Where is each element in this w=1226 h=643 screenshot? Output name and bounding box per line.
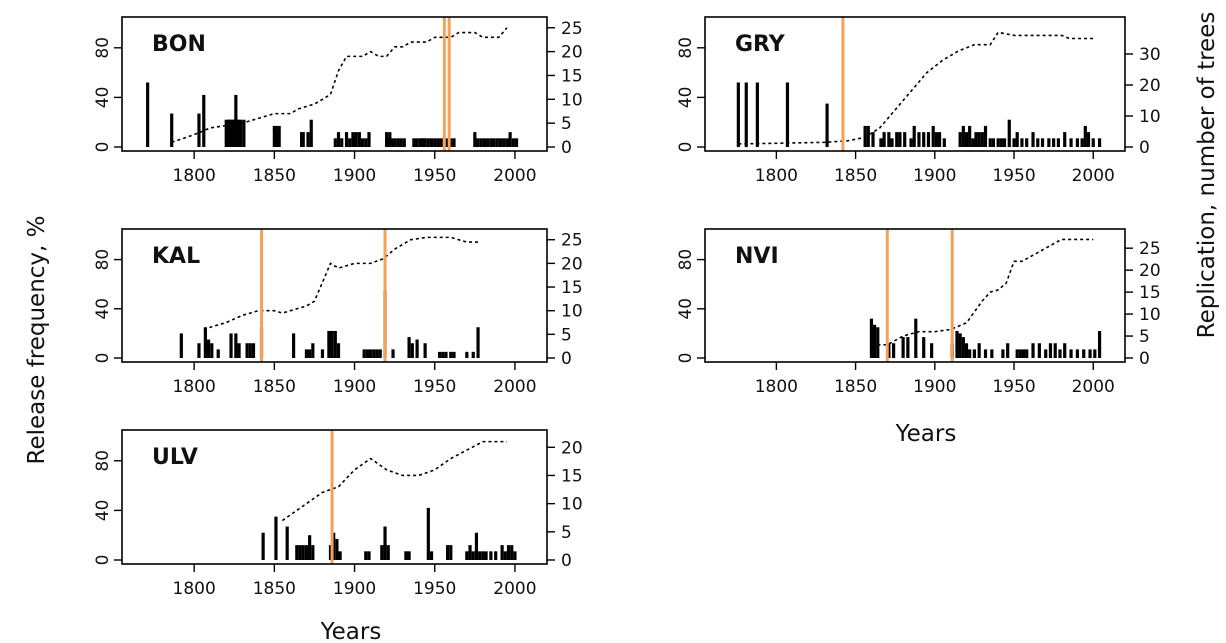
panel-gry: GRY 1800 1850 1900 1950 2000 0 40 80 0 10 20 30 — [676, 16, 1161, 186]
y-tick-label-right-ulv: 20 — [561, 438, 583, 458]
y-tick-label-left-ulv: 80 — [93, 450, 113, 472]
x-tick-label-ulv: 1850 — [253, 579, 296, 599]
x-tick-label-ulv: 1950 — [413, 579, 456, 599]
y-tick-label-right-bon: 0 — [561, 138, 572, 158]
y-tick-label-left-kal: 40 — [93, 298, 113, 320]
y-tick-label-right-bon: 25 — [561, 19, 583, 39]
replication-line-ulv — [281, 440, 507, 522]
y-tick-label-left-gry: 40 — [676, 87, 696, 109]
y-tick-label-right-kal: 25 — [561, 231, 583, 251]
y-tick-label-right-bon: 15 — [561, 66, 583, 86]
x-tick-label-ulv: 1800 — [173, 579, 216, 599]
y-tick-label-right-gry: 20 — [1139, 76, 1161, 96]
y-tick-label-left-bon: 0 — [93, 142, 113, 153]
x-tick-label-nvi: 1900 — [913, 377, 956, 397]
x-tick-label-bon: 2000 — [493, 166, 536, 186]
x-tick-label-gry: 1800 — [755, 166, 798, 186]
station-label-ulv: ULV — [152, 445, 198, 470]
y-tick-label-left-bon: 40 — [93, 87, 113, 109]
y-tick-label-right-kal: 5 — [561, 325, 572, 345]
plot-frame-ulv — [121, 429, 548, 565]
y-tick-label-left-nvi: 0 — [676, 353, 696, 364]
y-tick-label-right-kal: 20 — [561, 254, 583, 274]
replication-line-kal — [203, 236, 479, 331]
station-label-gry: GRY — [735, 32, 786, 57]
station-label-nvi: NVI — [735, 244, 779, 269]
y-tick-label-right-ulv: 10 — [561, 495, 583, 515]
x-tick-label-gry: 2000 — [1072, 166, 1115, 186]
plot-frame-gry — [704, 16, 1126, 152]
y-tick-label-left-ulv: 0 — [93, 555, 113, 566]
replication-line-bon — [171, 27, 508, 143]
y-tick-label-right-kal: 10 — [561, 302, 583, 322]
y-tick-label-right-bon: 5 — [561, 114, 572, 134]
x-tick-label-ulv: 2000 — [493, 579, 536, 599]
x-tick-label-kal: 1850 — [253, 377, 296, 397]
y-tick-label-right-bon: 20 — [561, 43, 583, 63]
y-tick-label-right-kal: 15 — [561, 278, 583, 298]
y-tick-label-right-nvi: 5 — [1139, 327, 1150, 347]
x-tick-label-bon: 1900 — [333, 166, 376, 186]
y-tick-label-right-gry: 0 — [1139, 138, 1150, 158]
plot-frame-kal — [121, 228, 548, 363]
y-tick-label-right-ulv: 5 — [561, 523, 572, 543]
x-tick-label-nvi: 1800 — [755, 377, 798, 397]
y-tick-label-left-nvi: 40 — [676, 298, 696, 320]
y-tick-label-right-nvi: 0 — [1139, 349, 1150, 369]
y-tick-label-right-kal: 0 — [561, 349, 572, 369]
y-tick-label-right-ulv: 0 — [561, 551, 572, 571]
y-tick-label-right-nvi: 15 — [1139, 283, 1161, 303]
panel-ulv: ULV 1800 1850 1900 1950 2000 0 40 80 0 5 10 15 20 — [93, 429, 583, 599]
y-tick-label-left-gry: 0 — [676, 142, 696, 153]
x-tick-label-bon: 1850 — [253, 166, 296, 186]
y-tick-label-right-gry: 10 — [1139, 107, 1161, 127]
panel-kal: KAL 1800 1850 1900 1950 2000 0 40 80 0 5 10 15 20 25 — [93, 228, 583, 397]
replication-line-gry — [738, 31, 1094, 145]
x-tick-label-kal: 2000 — [493, 377, 536, 397]
y-axis-title-right: Replication, number of trees — [1194, 12, 1220, 339]
y-tick-label-right-nvi: 10 — [1139, 305, 1161, 325]
y-axis-title-left: Release frequency, % — [24, 215, 50, 464]
x-tick-label-gry: 1950 — [992, 166, 1035, 186]
y-tick-label-left-nvi: 80 — [676, 249, 696, 271]
x-tick-label-bon: 1950 — [413, 166, 456, 186]
x-tick-label-kal: 1800 — [173, 377, 216, 397]
y-tick-label-left-gry: 80 — [676, 37, 696, 59]
y-tick-label-right-bon: 10 — [561, 90, 583, 110]
y-tick-label-left-ulv: 40 — [93, 500, 113, 522]
x-tick-label-nvi: 2000 — [1072, 377, 1115, 397]
replication-line-nvi — [871, 238, 1094, 346]
y-tick-label-right-nvi: 25 — [1139, 239, 1161, 259]
y-tick-label-right-nvi: 20 — [1139, 261, 1161, 281]
x-tick-label-kal: 1950 — [413, 377, 456, 397]
x-tick-label-ulv: 1900 — [333, 579, 376, 599]
panel-bon: BON 1800 1850 1900 1950 2000 0 40 80 0 5 10 15 20 25 — [93, 16, 583, 186]
x-tick-label-gry: 1850 — [834, 166, 877, 186]
plot-frame-bon — [121, 16, 548, 152]
y-tick-label-left-kal: 80 — [93, 249, 113, 271]
x-axis-title-nvi-column: Years — [895, 421, 957, 447]
y-tick-label-left-kal: 0 — [93, 353, 113, 364]
y-tick-label-left-bon: 80 — [93, 37, 113, 59]
y-tick-label-right-ulv: 15 — [561, 466, 583, 486]
x-tick-label-kal: 1900 — [333, 377, 376, 397]
station-label-bon: BON — [152, 32, 206, 57]
x-tick-label-bon: 1800 — [173, 166, 216, 186]
station-label-kal: KAL — [152, 244, 200, 269]
x-tick-label-nvi: 1850 — [834, 377, 877, 397]
x-tick-label-nvi: 1950 — [992, 377, 1035, 397]
y-tick-label-right-gry: 30 — [1139, 45, 1161, 65]
plot-frame-nvi — [704, 228, 1126, 363]
x-axis-title-bottom: Years — [320, 619, 382, 643]
x-tick-label-gry: 1900 — [913, 166, 956, 186]
